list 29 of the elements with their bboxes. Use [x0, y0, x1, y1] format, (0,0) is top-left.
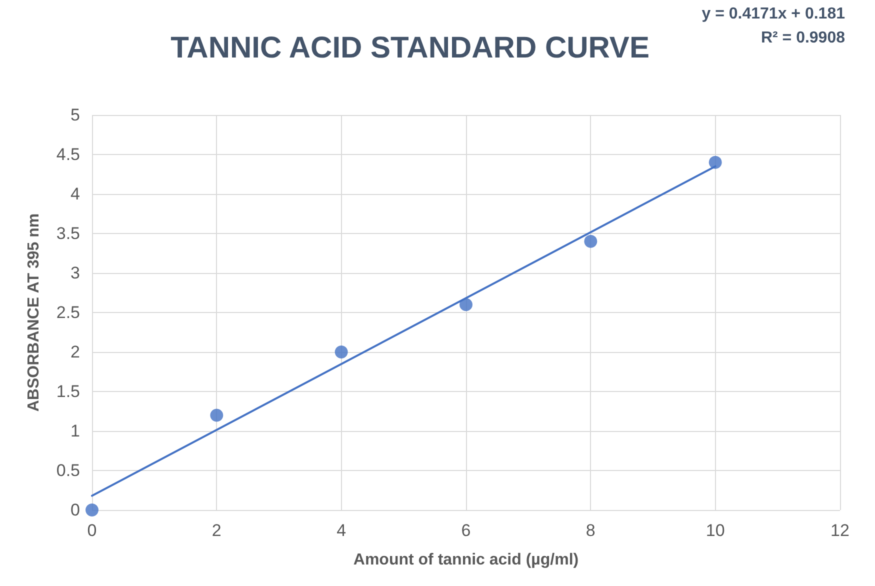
- y-tick-label: 2.5: [56, 303, 80, 322]
- text: y = 0.4171x + 0.181: [702, 6, 846, 22]
- x-axis-title: Amount of tannic acid (µg/ml): [353, 552, 579, 568]
- y-tick-label: 3.5: [56, 224, 80, 243]
- text: R² = 0.9908: [760, 30, 846, 46]
- x-tick-label: 8: [586, 521, 596, 540]
- point: [86, 504, 98, 516]
- point: [460, 298, 472, 312]
- y-tick-label: 2: [70, 342, 80, 362]
- y-axis-title: ABSORBANCE AT 395 nm: [26, 213, 42, 412]
- x-tick-label: 2: [212, 521, 222, 540]
- point: [210, 408, 224, 422]
- x-tick-label: 6: [461, 521, 471, 540]
- y-tick-label: 0: [70, 500, 80, 520]
- point: [584, 234, 598, 248]
- y-tick-label: 5: [70, 106, 80, 124]
- chart-title: TANNIC ACID STANDARD CURVE: [170, 32, 650, 64]
- x-tick-label: 10: [706, 521, 725, 540]
- y-tick-label: 4.5: [56, 145, 80, 164]
- x-tick-label: 4: [336, 521, 346, 540]
- y-tick-label: 3: [70, 264, 80, 282]
- x-tick-label: 0: [87, 521, 97, 540]
- point: [708, 156, 722, 169]
- point: [334, 346, 348, 358]
- y-tick-label: 0.5: [56, 461, 80, 480]
- y-tick-label: 1: [70, 422, 80, 440]
- y-tick-label: 1.5: [56, 382, 80, 401]
- x-tick-label: 12: [830, 521, 850, 540]
- y-tick-label: 4: [70, 184, 80, 204]
